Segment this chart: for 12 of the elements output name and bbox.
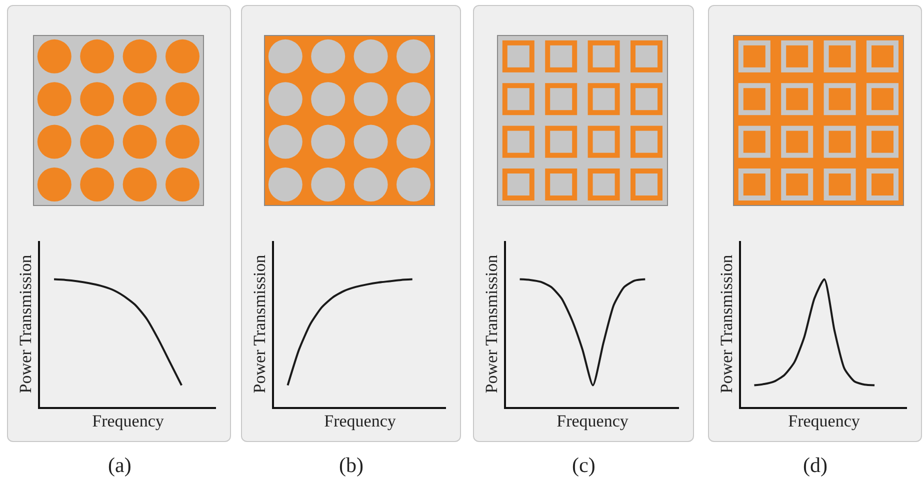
text: (a) bbox=[108, 453, 132, 477]
x-axis-title: Frequency bbox=[92, 411, 164, 430]
y-axis-title: Power Transmission bbox=[482, 254, 502, 394]
text: (d) bbox=[803, 453, 828, 477]
y-axis-title: Power Transmission bbox=[16, 254, 36, 394]
x-axis-title: Frequency bbox=[556, 411, 629, 430]
text: (b) bbox=[339, 453, 364, 477]
text: (c) bbox=[572, 453, 596, 477]
x-axis-title: Frequency bbox=[788, 411, 860, 430]
y-axis-title: Power Transmission bbox=[250, 254, 270, 394]
y-axis-title: Power Transmission bbox=[717, 254, 736, 394]
x-axis-title: Frequency bbox=[324, 411, 396, 430]
